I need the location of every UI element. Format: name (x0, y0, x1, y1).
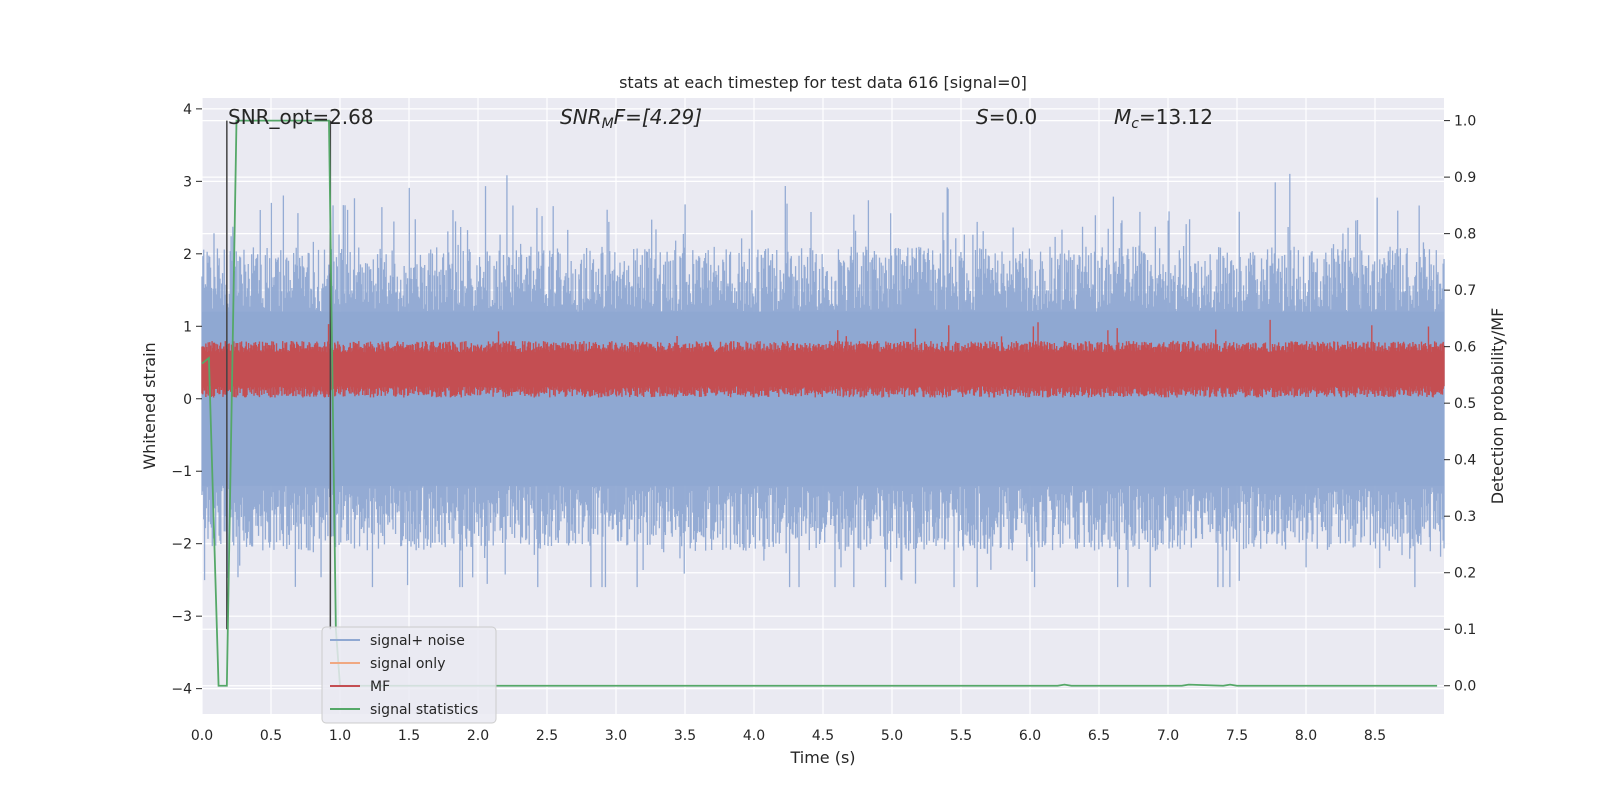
x-tick-label: 4.5 (812, 728, 834, 744)
y2-tick-label: 0.2 (1454, 566, 1476, 582)
y2-axis-ticks: 1.0 0.9 0.8 0.7 0.6 0.5 0.4 0.3 0.2 0.1 0.0 (1444, 114, 1476, 695)
x-tick-label: 0.5 (260, 728, 282, 744)
y-axis-label: Whitened strain (140, 342, 159, 469)
y-tick-label: 0 (183, 392, 192, 408)
x-tick-label: 3.5 (674, 728, 696, 744)
y-tick-label: 3 (183, 174, 192, 190)
x-tick-label: 7.5 (1226, 728, 1248, 744)
y-tick-label: 2 (183, 247, 192, 263)
mf-series (201, 319, 1445, 398)
y-tick-label: −1 (171, 464, 192, 480)
x-tick-label: 5.0 (881, 728, 903, 744)
signal-statistics-line (201, 119, 1438, 687)
x-tick-label: 8.0 (1295, 728, 1317, 744)
x-tick-label: 3.0 (605, 728, 627, 744)
y2-tick-label: 0.3 (1454, 509, 1476, 525)
x-tick-label: 7.0 (1157, 728, 1179, 744)
legend: signal+ noise signal only MF signal stat… (321, 626, 497, 724)
x-tick-label: 1.0 (329, 728, 351, 744)
y2-tick-label: 0.0 (1454, 679, 1476, 695)
y-tick-label: 4 (183, 102, 192, 118)
annotation-snr-mf: SNRMF=[4.29] (560, 105, 702, 132)
y2-tick-label: 0.7 (1454, 283, 1476, 299)
y-axis-ticks: 4 3 2 1 0 −1 −2 −3 −4 (171, 102, 202, 698)
y2-tick-label: 0.1 (1454, 622, 1476, 638)
y2-tick-label: 0.5 (1454, 396, 1476, 412)
y2-tick-label: 0.6 (1454, 340, 1476, 356)
y2-tick-label: 1.0 (1454, 114, 1476, 130)
y-tick-label: −3 (171, 609, 192, 625)
legend-label-signal-statistics: signal statistics (370, 702, 478, 718)
y2-tick-label: 0.8 (1454, 227, 1476, 243)
x-axis-ticks: 0.0 0.5 1.0 1.5 2.0 2.5 3.0 3.5 4.0 4.5 5.0 5.5 6.0 6… (191, 728, 1386, 744)
x-tick-label: 4.0 (743, 728, 765, 744)
y2-tick-label: 0.9 (1454, 170, 1476, 186)
mf-trace (201, 319, 1445, 398)
y-tick-label: 1 (183, 319, 192, 335)
x-tick-label: 8.5 (1364, 728, 1386, 744)
signal-statistics-series (201, 119, 1438, 687)
y2-axis-label: Detection probability/MF (1488, 308, 1507, 505)
x-tick-label: 5.5 (950, 728, 972, 744)
chart-title: stats at each timestep for test data 616… (619, 73, 1027, 92)
x-tick-label: 6.0 (1019, 728, 1041, 744)
noise-core (202, 311, 1444, 486)
signal-noise-series (201, 173, 1445, 588)
y2-tick-label: 0.4 (1454, 453, 1476, 469)
x-axis-label: Time (s) (789, 748, 855, 767)
legend-label-mf: MF (370, 679, 390, 695)
x-tick-label: 2.0 (467, 728, 489, 744)
legend-label-signal-only: signal only (370, 656, 445, 672)
y-tick-label: −4 (171, 682, 192, 698)
legend-label-noise: signal+ noise (370, 633, 465, 649)
y-tick-label: −2 (171, 537, 192, 553)
annotation-snr-opt: SNR_opt=2.68 (228, 105, 374, 129)
annotation-s: S=0.0 (976, 105, 1037, 129)
x-tick-label: 2.5 (536, 728, 558, 744)
x-tick-label: 0.0 (191, 728, 213, 744)
annotation-mc: Mc=13.12 (1114, 105, 1213, 132)
x-tick-label: 6.5 (1088, 728, 1110, 744)
x-tick-label: 1.5 (398, 728, 420, 744)
